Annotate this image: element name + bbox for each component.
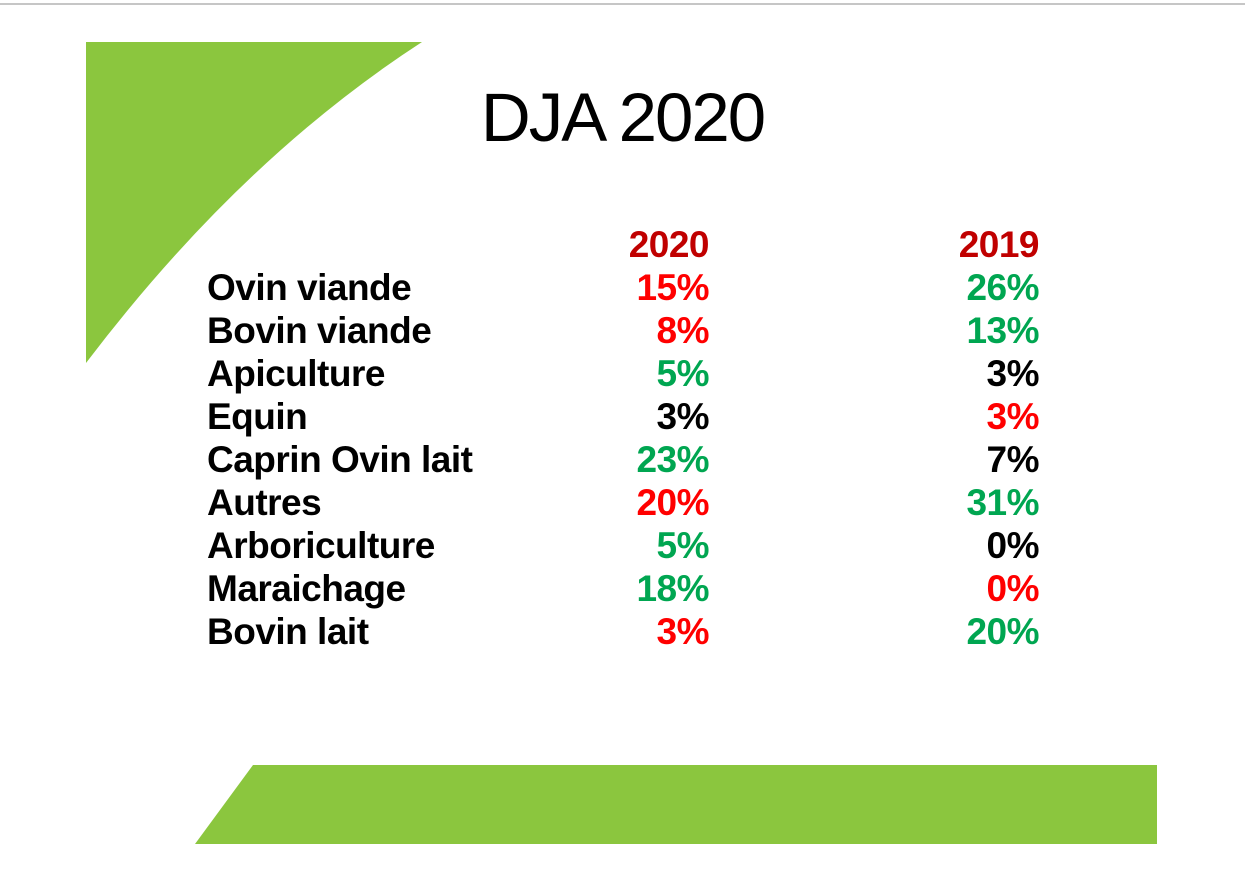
category-label: Maraichage <box>207 568 406 609</box>
value-2020: 3% <box>656 611 710 652</box>
category-label: Bovin lait <box>207 611 369 652</box>
value-2019: 7% <box>986 439 1040 480</box>
value-2019: 13% <box>966 310 1039 351</box>
header-2020: 2020 <box>628 224 710 265</box>
dja-table: 2020 2019 Ovin viande 15% 26% Bovin vian… <box>207 223 1040 653</box>
table-row: Caprin Ovin lait 23% 7% <box>207 438 1040 481</box>
value-2020: 20% <box>636 482 709 523</box>
value-2020: 18% <box>636 568 709 609</box>
header-2019: 2019 <box>958 224 1040 265</box>
category-label: Equin <box>207 396 308 437</box>
window-top-border <box>0 3 1245 5</box>
value-2019: 0% <box>986 525 1040 566</box>
value-2020: 23% <box>636 439 709 480</box>
table-row: Bovin lait 3% 20% <box>207 610 1040 653</box>
value-2019: 20% <box>966 611 1039 652</box>
table-row: Autres 20% 31% <box>207 481 1040 524</box>
table-row: Maraichage 18% 0% <box>207 567 1040 610</box>
value-2020: 15% <box>636 267 709 308</box>
category-label: Ovin viande <box>207 267 412 308</box>
slide-title: DJA 2020 <box>480 79 766 156</box>
table-row: Ovin viande 15% 26% <box>207 266 1040 309</box>
category-label: Arboriculture <box>207 525 435 566</box>
category-label: Caprin Ovin lait <box>207 439 473 480</box>
value-2020: 5% <box>656 353 710 394</box>
value-2019: 31% <box>966 482 1039 523</box>
table-row: Arboriculture 5% 0% <box>207 524 1040 567</box>
value-2020: 3% <box>656 396 710 437</box>
value-2019: 3% <box>986 396 1040 437</box>
value-2019: 0% <box>986 568 1040 609</box>
footer-band-shape <box>195 765 1157 844</box>
category-label: Autres <box>207 482 322 523</box>
value-2020: 5% <box>656 525 710 566</box>
header-empty-cell <box>207 223 557 266</box>
table-header-row: 2020 2019 <box>207 223 1040 266</box>
table-row: Apiculture 5% 3% <box>207 352 1040 395</box>
value-2019: 3% <box>986 353 1040 394</box>
table-row: Bovin viande 8% 13% <box>207 309 1040 352</box>
category-label: Apiculture <box>207 353 385 394</box>
table-row: Equin 3% 3% <box>207 395 1040 438</box>
value-2020: 8% <box>656 310 710 351</box>
category-label: Bovin viande <box>207 310 432 351</box>
value-2019: 26% <box>966 267 1039 308</box>
